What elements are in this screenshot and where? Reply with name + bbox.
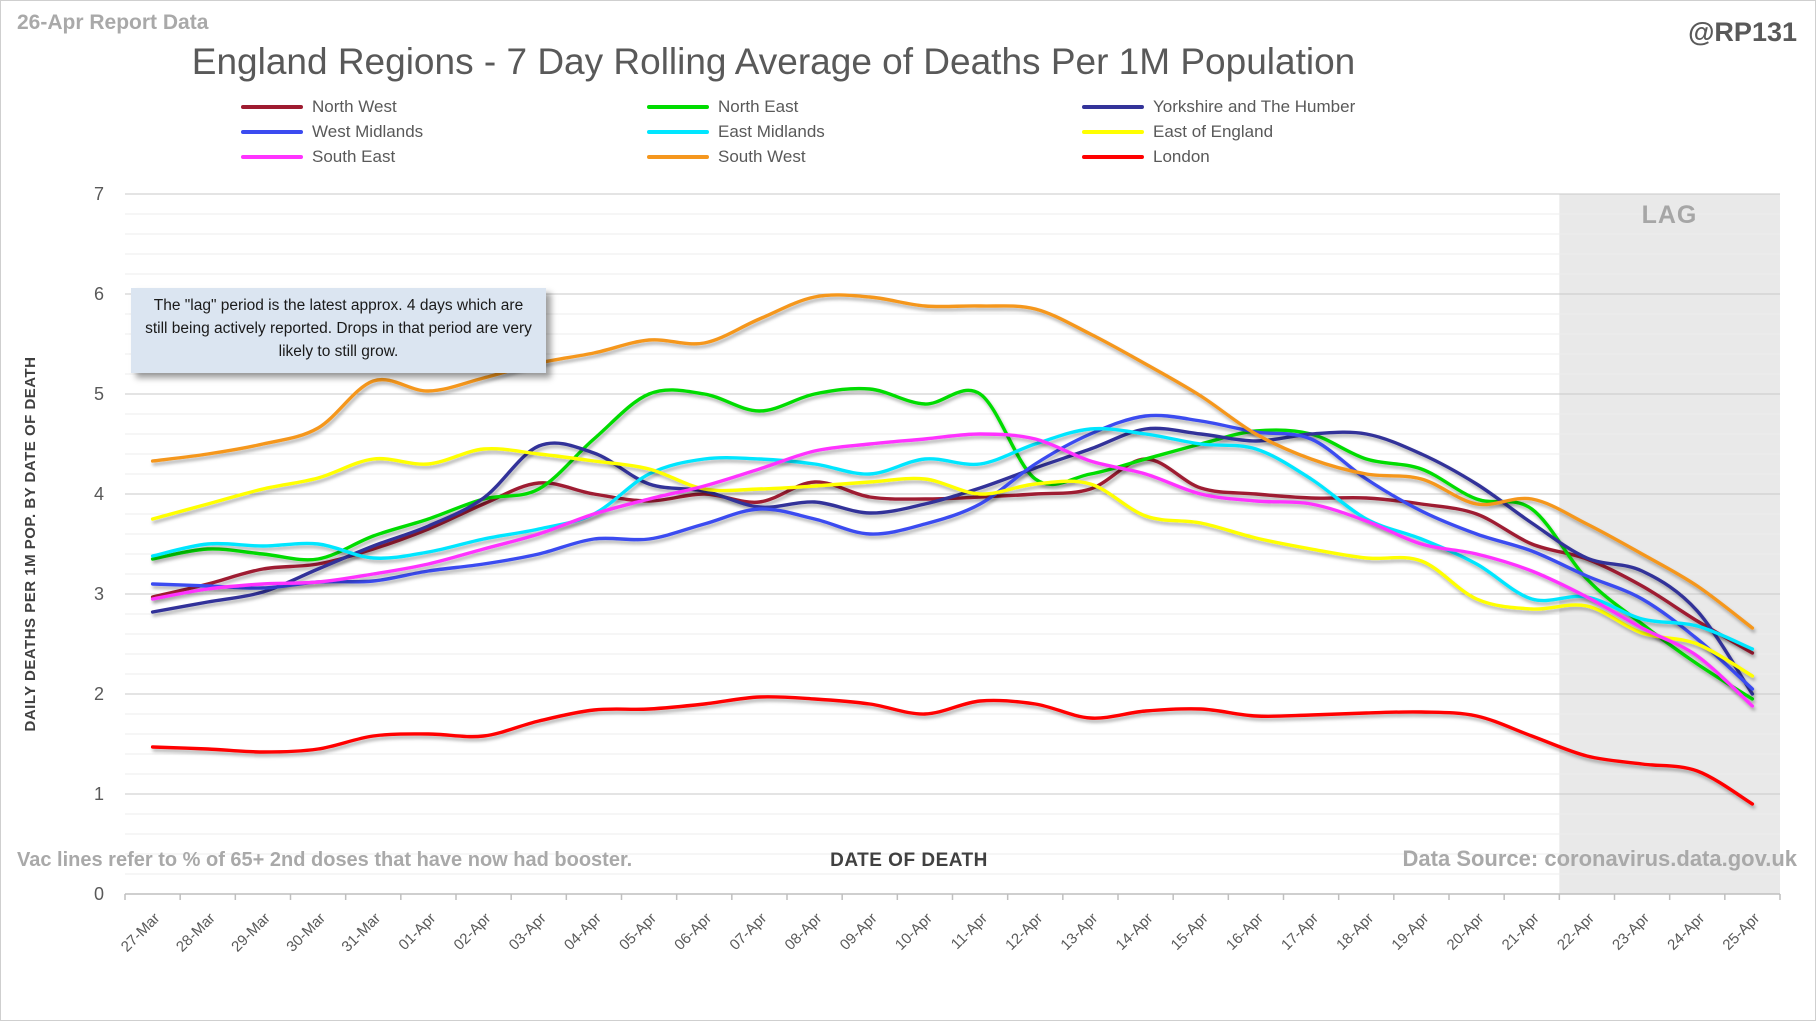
x-tick-label: 29-Mar: [228, 910, 274, 956]
y-tick-label: 1: [94, 784, 104, 804]
lag-label: LAG: [1641, 201, 1698, 229]
x-tick-label: 07-Apr: [726, 910, 770, 954]
x-tick-label: 24-Apr: [1664, 910, 1708, 954]
x-tick-label: 28-Mar: [173, 910, 219, 956]
x-tick-label: 30-Mar: [283, 910, 329, 956]
series-line-south-east: [150, 432, 1755, 708]
legend-swatch-yorkshire-and-the-humber: [1082, 104, 1144, 109]
legend-swatch-south-west: [647, 154, 709, 159]
legend-item-yorkshire-and-the-humber: Yorkshire and The Humber: [1082, 97, 1355, 117]
x-tick-label: 27-Mar: [118, 910, 164, 956]
footnote-left: Vac lines refer to % of 65+ 2nd doses th…: [17, 849, 633, 871]
x-tick-label: 05-Apr: [616, 910, 660, 954]
legend-item-south-east: South East: [241, 147, 647, 167]
x-tick-label: 12-Apr: [1002, 910, 1046, 954]
legend-swatch-north-east: [647, 104, 709, 109]
y-tick-label: 7: [94, 184, 104, 204]
x-tick-label: 21-Apr: [1499, 910, 1543, 954]
x-tick-label: 16-Apr: [1223, 910, 1267, 954]
y-tick-label: 3: [94, 584, 104, 604]
legend-swatch-east-of-england: [1082, 129, 1144, 134]
author-handle: @RP131: [1688, 17, 1797, 47]
x-tick-label: 03-Apr: [506, 910, 550, 954]
x-tick-label: 08-Apr: [782, 910, 826, 954]
series-line-east-of-england: [150, 446, 1755, 678]
series-line-south-west: [150, 293, 1755, 630]
series-line-north-west: [150, 457, 1755, 655]
legend-item-east-of-england: East of England: [1082, 122, 1355, 142]
legend-label: London: [1153, 146, 1210, 166]
x-tick-label: 02-Apr: [451, 910, 495, 954]
legend-item-east-midlands: East Midlands: [647, 122, 1082, 142]
legend-label: North East: [718, 96, 799, 116]
x-tick-label: 14-Apr: [1113, 910, 1157, 954]
series-line-east-midlands: [150, 426, 1755, 651]
legend-label: South West: [718, 146, 806, 166]
x-tick-label: 15-Apr: [1168, 910, 1212, 954]
lag-band: [1559, 194, 1780, 894]
legend-label: Yorkshire and The Humber: [1153, 96, 1356, 116]
x-tick-label: 25-Apr: [1719, 910, 1763, 954]
x-tick-label: 13-Apr: [1057, 910, 1101, 954]
x-tick-label: 09-Apr: [837, 910, 881, 954]
chart-title: England Regions - 7 Day Rolling Average …: [191, 41, 1356, 82]
x-tick-label: 20-Apr: [1444, 910, 1488, 954]
legend-label: East of England: [1153, 121, 1274, 141]
y-tick-label: 6: [94, 284, 104, 304]
x-tick-label: 06-Apr: [671, 910, 715, 954]
y-tick-label: 2: [94, 684, 104, 704]
legend-item-north-west: North West: [241, 97, 647, 117]
x-axis-title: DATE OF DEATH: [830, 850, 988, 871]
series-line-london: [150, 695, 1755, 806]
legend-label: North West: [312, 96, 397, 116]
legend-item-west-midlands: West Midlands: [241, 122, 647, 142]
legend-label: South East: [312, 146, 396, 166]
y-tick-label: 5: [94, 384, 104, 404]
x-tick-label: 23-Apr: [1609, 910, 1653, 954]
annotation-box: The "lag" period is the latest approx. 4…: [131, 288, 546, 373]
legend-label: East Midlands: [718, 121, 825, 141]
legend-item-london: London: [1082, 147, 1355, 167]
legend-item-north-east: North East: [647, 97, 1082, 117]
y-tick-label: 4: [94, 484, 104, 504]
legend-swatch-north-west: [241, 104, 303, 109]
x-tick-label: 01-Apr: [395, 910, 439, 954]
x-tick-label: 10-Apr: [892, 910, 936, 954]
annotation-text: The "lag" period is the latest approx. 4…: [145, 297, 532, 360]
legend-swatch-london: [1082, 154, 1144, 159]
legend-swatch-west-midlands: [241, 129, 303, 134]
legend-item-south-west: South West: [647, 147, 1082, 167]
legend-swatch-east-midlands: [647, 129, 709, 134]
legend-label: West Midlands: [312, 121, 424, 141]
report-label: 26-Apr Report Data: [17, 11, 209, 34]
x-tick-label: 11-Apr: [948, 910, 991, 953]
series-line-west-midlands: [150, 413, 1755, 691]
x-tick-label: 19-Apr: [1388, 910, 1432, 954]
x-tick-label: 31-Mar: [338, 910, 384, 956]
x-tick-label: 18-Apr: [1333, 910, 1377, 954]
y-axis-title: DAILY DEATHS PER 1M POP. BY DATE OF DEAT…: [22, 356, 39, 732]
data-source: Data Source: coronavirus.data.gov.uk: [1402, 846, 1797, 871]
y-tick-label: 0: [94, 884, 104, 904]
x-tick-label: 04-Apr: [561, 910, 605, 954]
x-tick-label: 22-Apr: [1554, 910, 1598, 954]
x-tick-label: 17-Apr: [1278, 910, 1322, 954]
legend: North West North East Yorkshire and The Hu…: [241, 94, 1355, 169]
legend-swatch-south-east: [241, 154, 303, 159]
